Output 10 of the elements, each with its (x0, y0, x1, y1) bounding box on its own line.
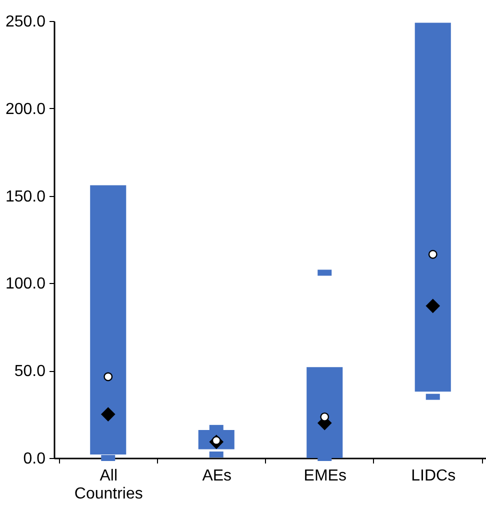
x-tick-label: All Countries (74, 468, 143, 502)
y-tick-label: 0.0 (23, 450, 46, 468)
x-tick-label: AEs (202, 468, 232, 484)
y-tick-label: 150.0 (5, 188, 46, 206)
y-tick-label: 200.0 (5, 100, 46, 118)
x-tick-label: EMEs (304, 468, 346, 484)
x-tick-label: LIDCs (411, 468, 456, 484)
y-tick-label: 50.0 (14, 363, 46, 380)
y-tick-label: 100.0 (5, 276, 46, 293)
y-tick-label: 250.0 (5, 14, 46, 30)
